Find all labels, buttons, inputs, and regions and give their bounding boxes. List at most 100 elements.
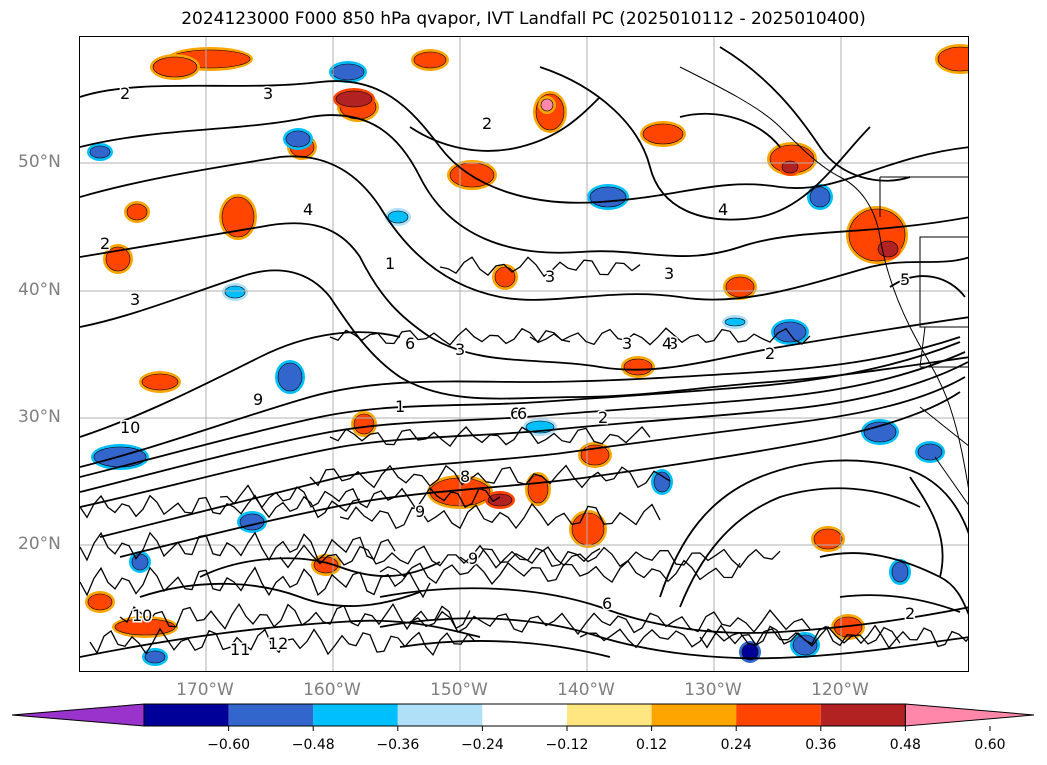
border-line bbox=[919, 326, 968, 368]
lat-label-20n: 20°N bbox=[18, 534, 61, 554]
ivt-contour-line bbox=[80, 336, 961, 468]
ivt-contour-line bbox=[80, 222, 968, 371]
qvapor-anomaly-patch bbox=[126, 203, 148, 221]
ivt-contour-line bbox=[679, 487, 921, 608]
colorbar-extend-low bbox=[11, 703, 145, 727]
lon-label-170w: 170°W bbox=[176, 680, 234, 700]
colorbar-segment bbox=[651, 704, 737, 726]
qvapor-anomaly-patch bbox=[571, 512, 605, 546]
ivt-contour-detail bbox=[80, 256, 968, 657]
qvapor-anomaly-patch bbox=[540, 98, 554, 112]
contour-value-label: 9 bbox=[415, 502, 425, 521]
ivt-contour-line bbox=[409, 96, 601, 152]
qvapor-anomaly-patch bbox=[813, 528, 843, 550]
qvapor-anomaly-patch bbox=[623, 358, 653, 376]
qvapor-anomaly-patch bbox=[87, 593, 113, 611]
ivt-contour-line bbox=[119, 602, 471, 631]
border-line bbox=[919, 406, 968, 506]
ivt-contour-line bbox=[819, 552, 968, 615]
contour-value-label: 1 bbox=[395, 397, 405, 416]
qvapor-anomaly-patch bbox=[353, 413, 375, 435]
ivt-contour-line bbox=[659, 459, 968, 598]
qvapor-anomaly-patch bbox=[809, 186, 831, 208]
colorbar: −0.60 −0.48 −0.36 −0.24 −0.12 0.12 0.24 0.36 0.4… bbox=[0, 700, 1047, 760]
qvapor-anomaly-patch bbox=[152, 56, 198, 78]
contour-value-label: 12 bbox=[268, 634, 288, 653]
contour-value-label: 3 bbox=[545, 267, 555, 286]
ivt-contour-line bbox=[399, 640, 611, 658]
contour-value-label: 6 bbox=[510, 404, 520, 423]
ivt-contour-line bbox=[679, 113, 781, 148]
colorbar-segment bbox=[144, 704, 229, 726]
qvapor-anomaly-patch bbox=[773, 321, 807, 343]
qvapor-anomaly-patch bbox=[144, 650, 166, 664]
contour-value-label: 3 bbox=[130, 290, 140, 309]
qvapor-anomaly-patch bbox=[277, 362, 303, 392]
qvapor-anomaly-patch bbox=[792, 634, 818, 656]
colorbar-segment bbox=[397, 704, 483, 726]
colorbar-segment bbox=[313, 704, 398, 726]
colorbar-segment bbox=[482, 704, 567, 726]
qvapor-anomaly-patch bbox=[221, 196, 255, 238]
qvapor-anomaly-patch bbox=[642, 123, 684, 145]
contour-value-label: 3 bbox=[622, 334, 632, 353]
ivt-contour-line bbox=[409, 609, 811, 636]
lat-label-30n: 30°N bbox=[18, 407, 61, 427]
qvapor-anomaly-patch bbox=[863, 421, 897, 443]
contour-value-label: 2 bbox=[100, 234, 110, 253]
ivt-contour-line bbox=[909, 476, 944, 578]
qvapor-anomaly-patch bbox=[891, 561, 909, 583]
qvapor-anomaly-patch bbox=[285, 130, 311, 148]
colorbar-tick-label: −0.48 bbox=[291, 737, 335, 753]
contour-value-label: 5 bbox=[900, 270, 910, 289]
ivt-contour-line bbox=[539, 66, 871, 221]
colorbar-extend-high bbox=[904, 703, 1035, 727]
colorbar-tick-label: 0.12 bbox=[636, 737, 668, 753]
border-line bbox=[879, 176, 968, 217]
colorbar-tick-label: 0.36 bbox=[805, 737, 837, 753]
map-panel: 2 3 2 3 1 4 6 9 10 3 2 6 8 9 3 1 2 3 4 5 3 6 2 11 12 10 9 6 3 4 2 bbox=[79, 36, 969, 672]
ivt-contour-line bbox=[309, 464, 671, 489]
qvapor-anomaly-patch bbox=[89, 145, 111, 159]
ivt-contour-line bbox=[279, 544, 601, 569]
ivt-contour-line bbox=[719, 46, 911, 182]
qvapor-anomaly-patch bbox=[781, 160, 799, 174]
colorbar-tick-label: 0.24 bbox=[720, 737, 752, 753]
ivt-contour-line bbox=[80, 341, 961, 478]
contour-value-label: 2 bbox=[765, 344, 775, 363]
coastline bbox=[679, 66, 968, 489]
lon-label-120w: 120°W bbox=[811, 680, 869, 700]
ivt-contour-line bbox=[80, 361, 968, 508]
ivt-contour-line bbox=[579, 625, 901, 649]
ivt-contour-line bbox=[699, 624, 968, 649]
contour-value-label: 4 bbox=[662, 334, 672, 353]
contour-value-label: 2 bbox=[120, 84, 130, 103]
contour-value-label: 4 bbox=[718, 200, 728, 219]
colorbar-tick-label: 0.60 bbox=[974, 737, 1006, 753]
ivt-contour-line bbox=[80, 494, 361, 519]
contour-value-label: 3 bbox=[668, 334, 678, 353]
contour-value-label: 1 bbox=[385, 254, 395, 273]
ivt-contour-line bbox=[80, 114, 968, 257]
ivt-contour-line bbox=[89, 627, 476, 657]
qvapor-anomaly-patch bbox=[224, 285, 246, 299]
ivt-contour-line bbox=[889, 275, 966, 298]
colorbar-tick-label: −0.12 bbox=[545, 737, 589, 753]
qvapor-anomaly-patch bbox=[105, 246, 131, 272]
ivt-contour-line bbox=[339, 502, 661, 530]
contour-value-label: 8 bbox=[460, 467, 470, 486]
colorbar-segment bbox=[820, 704, 906, 726]
ivt-contour-line bbox=[529, 327, 811, 346]
ivt-contour-line bbox=[459, 546, 781, 569]
lat-label-50n: 50°N bbox=[18, 152, 61, 172]
qvapor-anomaly-patch bbox=[725, 276, 755, 298]
ivt-contour-line bbox=[839, 594, 961, 613]
contour-value-label: 4 bbox=[303, 200, 313, 219]
qvapor-anomaly-patch bbox=[331, 63, 365, 81]
ivt-contour-layer bbox=[80, 46, 968, 660]
contour-value-label: 6 bbox=[517, 404, 527, 423]
ivt-contour-line bbox=[379, 587, 968, 634]
contour-value-label: 6 bbox=[602, 594, 612, 613]
ivt-contour-line bbox=[80, 80, 968, 204]
